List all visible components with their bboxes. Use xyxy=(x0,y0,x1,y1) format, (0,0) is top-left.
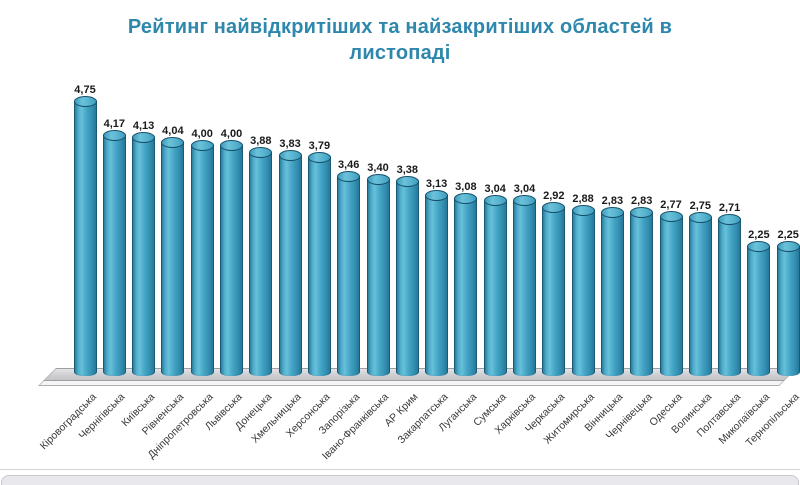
bar-value-label: 4,00 xyxy=(191,128,213,140)
bar-value-label: 3,88 xyxy=(250,135,272,147)
bar-value-label: 2,25 xyxy=(748,229,770,241)
bar xyxy=(102,130,126,376)
bar xyxy=(366,174,390,376)
bar-value-label: 3,40 xyxy=(367,162,389,174)
bar xyxy=(161,137,185,376)
bar-value-label: 2,83 xyxy=(630,195,653,207)
chart-floor-top xyxy=(43,368,797,381)
bar-value-label: 3,38 xyxy=(396,164,419,176)
bar xyxy=(132,132,156,376)
bar-value-label: 2,77 xyxy=(660,199,682,211)
bar-value-label: 3,79 xyxy=(308,140,331,152)
bar-value-label: 2,75 xyxy=(689,200,712,212)
bar-value-label: 3,08 xyxy=(455,181,477,193)
bar-value-label: 2,92 xyxy=(543,190,565,202)
bar xyxy=(220,140,243,376)
bar-value-label: 3,13 xyxy=(425,178,448,190)
bar xyxy=(688,212,712,376)
bar-value-label: 3,04 xyxy=(484,183,506,195)
bar-value-label: 3,04 xyxy=(513,183,536,195)
bar xyxy=(307,152,331,376)
bar xyxy=(600,207,624,376)
bar xyxy=(747,241,771,376)
bar xyxy=(659,211,683,376)
bar xyxy=(483,195,507,376)
bar xyxy=(395,176,419,376)
bar-value-label: 4,75 xyxy=(74,84,96,96)
bar xyxy=(190,140,214,376)
chart-title-line2: листопаді xyxy=(349,42,451,64)
bar xyxy=(454,193,478,376)
bar xyxy=(630,207,654,376)
bar xyxy=(513,195,536,376)
bar xyxy=(425,190,449,376)
bar-value-label: 2,25 xyxy=(777,229,799,241)
bar xyxy=(278,150,302,376)
bar-value-label: 3,46 xyxy=(337,159,360,171)
background-window-edge xyxy=(1,475,799,485)
bar-value-label: 4,00 xyxy=(220,128,243,140)
chart-title-line1: Рейтинг найвідкритіших та найзакритіших … xyxy=(127,16,673,38)
bar-value-label: 2,83 xyxy=(601,195,624,207)
bar-value-label: 4,17 xyxy=(103,118,126,130)
window-divider-line xyxy=(0,469,800,470)
bar-value-label: 2,88 xyxy=(572,193,594,205)
bar xyxy=(542,202,566,376)
bar xyxy=(776,241,800,376)
bar xyxy=(249,147,273,376)
bar xyxy=(718,214,742,376)
bar-value-label: 4,13 xyxy=(132,120,155,132)
bar xyxy=(337,171,361,376)
bar-value-label: 4,04 xyxy=(162,125,184,137)
chart-floor-front xyxy=(38,381,784,386)
bar-value-label: 3,83 xyxy=(279,138,301,150)
bar xyxy=(73,96,97,376)
chart-title: Рейтинг найвідкритіших та найзакритіших … xyxy=(50,14,750,66)
bar-value-label: 2,71 xyxy=(718,202,741,214)
bar xyxy=(571,205,595,376)
